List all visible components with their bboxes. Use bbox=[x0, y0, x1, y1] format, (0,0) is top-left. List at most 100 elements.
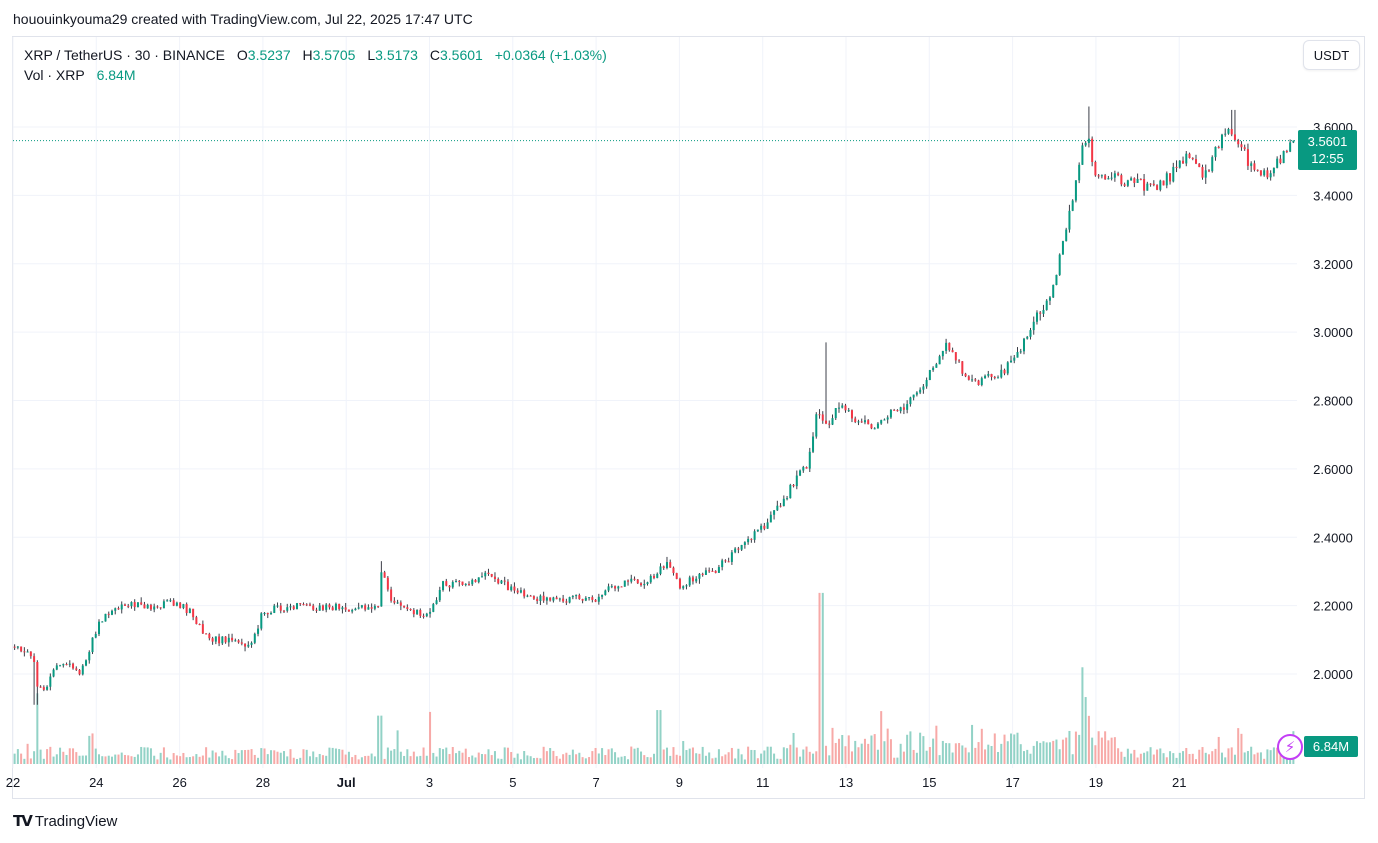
volume-bar bbox=[357, 759, 360, 764]
volume-bar bbox=[591, 751, 594, 764]
symbol-label[interactable]: XRP / TetherUS · 30 · BINANCE bbox=[24, 47, 225, 63]
candle-body bbox=[876, 423, 879, 429]
volume-bar bbox=[1169, 751, 1172, 764]
candle-body bbox=[714, 570, 717, 573]
candle-body bbox=[136, 602, 139, 608]
volume-bar bbox=[172, 753, 175, 764]
volume-bar bbox=[834, 742, 837, 764]
volume-bar bbox=[1269, 750, 1272, 764]
lightning-bolt-icon[interactable]: ⚡ bbox=[1277, 734, 1303, 760]
volume-bar bbox=[510, 752, 513, 764]
currency-unit-button[interactable]: USDT bbox=[1303, 40, 1360, 70]
volume-bar bbox=[896, 757, 899, 764]
candle-body bbox=[1094, 161, 1097, 176]
volume-bar bbox=[513, 757, 516, 764]
volume-bar bbox=[81, 755, 84, 764]
candle-body bbox=[646, 582, 649, 584]
candle-body bbox=[474, 579, 477, 583]
volume-row: Vol · XRP 6.84M bbox=[24, 65, 607, 85]
candle-body bbox=[1211, 157, 1214, 172]
candle-body bbox=[347, 609, 350, 612]
volume-bar bbox=[1162, 753, 1165, 764]
candle-body bbox=[958, 360, 961, 362]
volume-bar bbox=[636, 747, 639, 764]
volume-bar bbox=[123, 754, 126, 764]
ohlc-row: XRP / TetherUS · 30 · BINANCE O3.5237 H3… bbox=[24, 45, 607, 65]
volume-bar bbox=[273, 750, 276, 764]
volume-bar bbox=[698, 753, 701, 764]
candle-body bbox=[906, 404, 909, 410]
volume-bar bbox=[461, 752, 464, 764]
volume-bar bbox=[1272, 747, 1275, 764]
candle-body bbox=[750, 538, 753, 540]
candle-body bbox=[633, 578, 636, 580]
candle-body bbox=[1039, 312, 1042, 314]
candle-body bbox=[295, 603, 298, 610]
candle-body bbox=[383, 572, 386, 578]
candle-body bbox=[575, 595, 578, 597]
volume-bar bbox=[675, 754, 678, 764]
volume-bar bbox=[302, 749, 305, 764]
volume-bar bbox=[23, 758, 26, 764]
candle-body bbox=[1285, 151, 1288, 153]
candle-body bbox=[1289, 142, 1292, 152]
volume-bar bbox=[201, 755, 204, 764]
volume-bar bbox=[899, 743, 902, 764]
volume-bar bbox=[1042, 741, 1045, 764]
candle-body bbox=[863, 420, 866, 423]
candle-body bbox=[432, 604, 435, 612]
volume-bar bbox=[1233, 754, 1236, 764]
candle-body bbox=[62, 664, 65, 666]
volume-bar bbox=[1178, 752, 1181, 764]
candle-body bbox=[393, 600, 396, 603]
volume-bar bbox=[1149, 747, 1152, 764]
candle-body bbox=[779, 505, 782, 507]
volume-bar bbox=[854, 740, 857, 764]
candle-body bbox=[672, 567, 675, 574]
candle-body bbox=[977, 380, 980, 385]
candle-body bbox=[588, 597, 591, 599]
volume-bar bbox=[873, 734, 876, 764]
candle-body bbox=[1185, 153, 1188, 164]
last-price-value: 3.5601 bbox=[1307, 134, 1348, 149]
candle-body bbox=[1010, 360, 1013, 363]
tradingview-logo[interactable]: TV TradingView bbox=[13, 812, 117, 830]
candle-body bbox=[1269, 173, 1272, 178]
volume-bar bbox=[763, 750, 766, 764]
volume-bar bbox=[1117, 748, 1120, 764]
candle-body bbox=[1133, 178, 1136, 183]
candle-body bbox=[938, 356, 941, 365]
candle-body bbox=[1068, 210, 1071, 230]
candle-body bbox=[159, 607, 162, 609]
candle-body bbox=[1191, 157, 1194, 160]
candle-body bbox=[412, 610, 415, 615]
volume-bar bbox=[971, 724, 974, 764]
volume-bar bbox=[328, 747, 331, 764]
candle-body bbox=[169, 600, 172, 602]
volume-bar bbox=[1207, 754, 1210, 764]
candle-body bbox=[396, 602, 399, 604]
volume-bar bbox=[1097, 731, 1100, 764]
candle-body bbox=[328, 604, 331, 608]
volume-bar bbox=[305, 749, 308, 764]
volume-bar bbox=[396, 730, 399, 764]
volume-bar bbox=[837, 738, 841, 764]
volume-bar bbox=[506, 747, 509, 764]
volume-bar bbox=[734, 758, 737, 764]
volume-label[interactable]: Vol · XRP bbox=[24, 67, 85, 83]
volume-bar bbox=[1039, 742, 1042, 764]
candle-body bbox=[850, 410, 853, 419]
candle-body bbox=[1035, 312, 1038, 322]
candle-body bbox=[1276, 158, 1279, 168]
candle-body bbox=[123, 604, 126, 606]
volume-bar bbox=[610, 748, 613, 764]
candle-body bbox=[523, 590, 526, 597]
volume-bar bbox=[549, 748, 552, 764]
volume-bar bbox=[880, 711, 883, 764]
volume-bar bbox=[386, 747, 389, 764]
volume-bar bbox=[941, 740, 944, 764]
candle-body bbox=[500, 580, 503, 584]
volume-bar bbox=[630, 746, 633, 764]
candle-body bbox=[94, 634, 97, 638]
